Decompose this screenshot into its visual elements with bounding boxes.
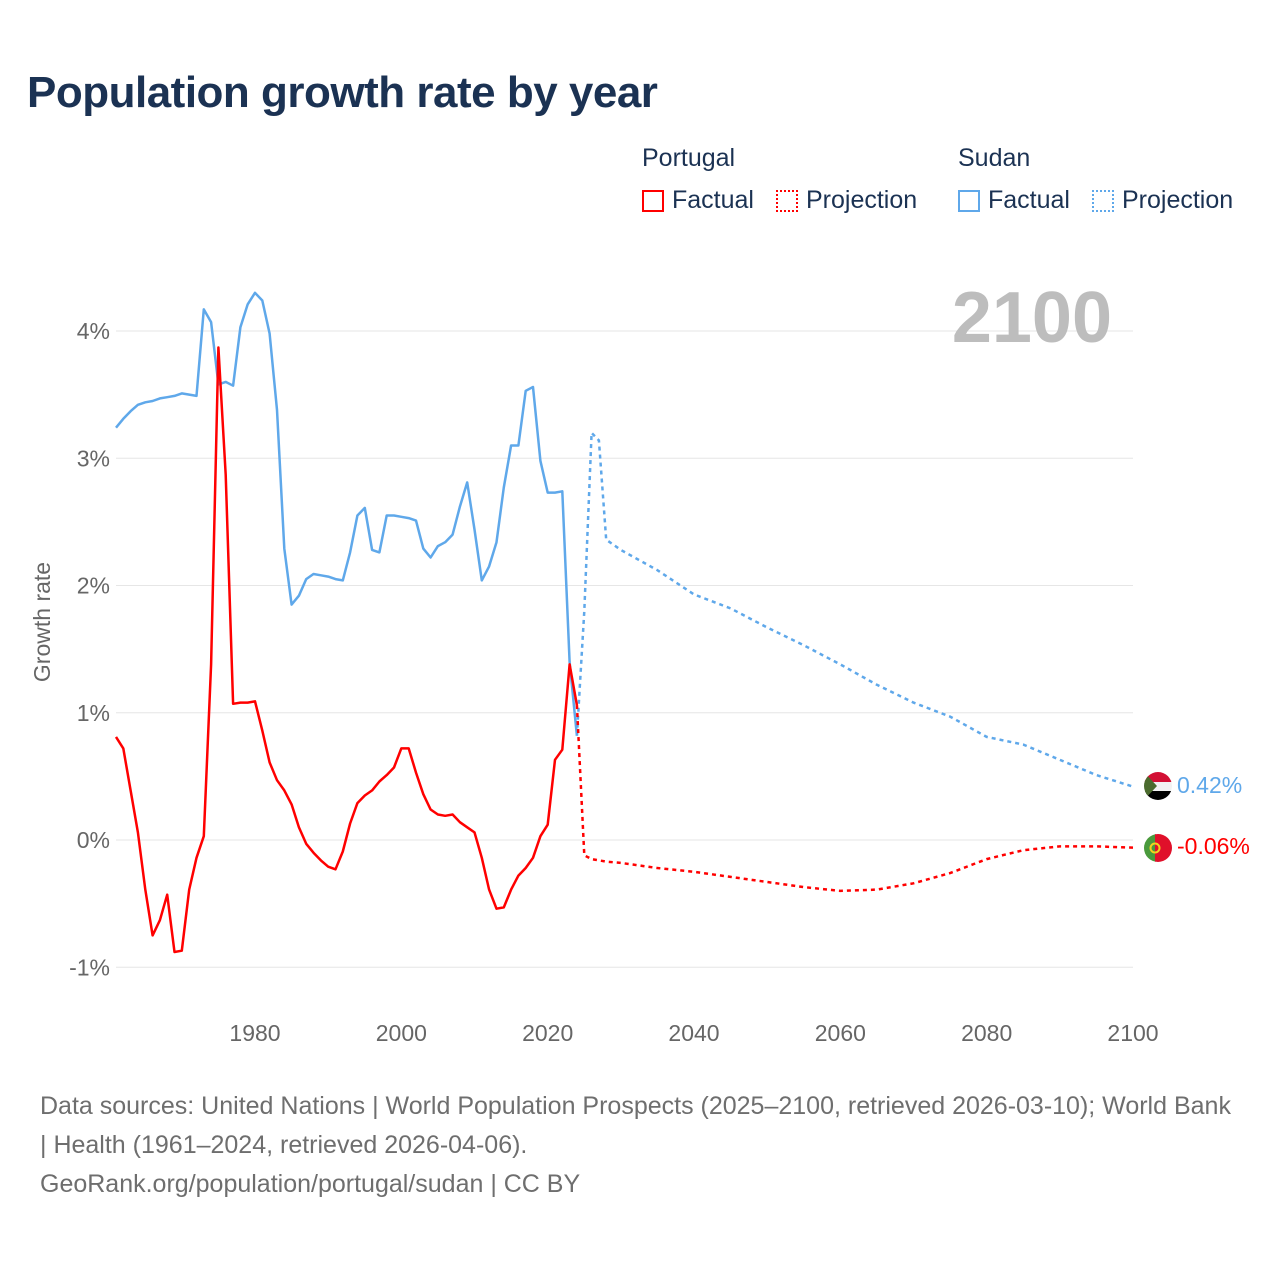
portugal-projection-line xyxy=(575,705,1134,893)
sudan-factual-line xyxy=(115,291,579,736)
footer: Data sources: United Nations | World Pop… xyxy=(40,1087,1240,1204)
legend-sudan-factual[interactable]: Factual xyxy=(958,186,1070,215)
y-tick-label: 2% xyxy=(77,573,110,599)
legend-swatch-solid xyxy=(958,189,980,212)
portugal-end-value: -0.06% xyxy=(1177,833,1250,859)
sudan-flag-icon xyxy=(1144,772,1172,800)
legend-label: Projection xyxy=(806,186,918,214)
y-tick-label: -1% xyxy=(69,954,110,980)
legend-group-label: Portugal xyxy=(642,144,736,172)
x-tick-label: 2060 xyxy=(815,1020,866,1046)
legend-portugal-factual[interactable]: Factual xyxy=(642,186,754,215)
legend-group-label: Sudan xyxy=(958,144,1031,172)
y-tick-label: 1% xyxy=(77,700,110,726)
x-tick-label: 2100 xyxy=(1107,1020,1158,1046)
data-sources: Data sources: United Nations | World Pop… xyxy=(40,1092,1231,1159)
chart-title: Population growth rate by year xyxy=(27,68,658,117)
current-year-label: 2100 xyxy=(952,278,1112,358)
x-tick-label: 2080 xyxy=(961,1020,1012,1046)
portugal-flag-icon xyxy=(1144,834,1172,862)
legend-label: Projection xyxy=(1122,186,1234,214)
legend-label: Factual xyxy=(988,186,1070,214)
y-axis-label: Growth rate xyxy=(29,562,55,682)
x-tick-label: 2000 xyxy=(376,1020,427,1046)
legend-portugal-projection[interactable]: Projection xyxy=(776,186,917,215)
y-tick-label: 4% xyxy=(77,318,110,344)
portugal-factual-line xyxy=(114,346,579,954)
x-tick-label: 2020 xyxy=(522,1020,573,1046)
legend-sudan-projection[interactable]: Projection xyxy=(1092,186,1233,215)
credit-link[interactable]: GeoRank.org/population/portugal/sudan | … xyxy=(40,1170,581,1198)
sudan-projection-line xyxy=(575,429,1134,788)
legend-swatch-dotted xyxy=(776,189,798,212)
legend-label: Factual xyxy=(672,186,754,214)
sudan-end-value: 0.42% xyxy=(1177,772,1242,798)
line-chart: -1% 0% 1% 2% 3% 4% 1980 2000 2020 2040 2060 2080 21… xyxy=(29,278,1250,1046)
y-tick-label: 3% xyxy=(77,445,110,471)
legend-swatch-solid xyxy=(642,189,664,212)
x-tick-label: 2040 xyxy=(668,1020,719,1046)
x-tick-label: 1980 xyxy=(229,1020,280,1046)
y-tick-label: 0% xyxy=(77,827,110,853)
legend-swatch-dotted xyxy=(1092,189,1114,212)
